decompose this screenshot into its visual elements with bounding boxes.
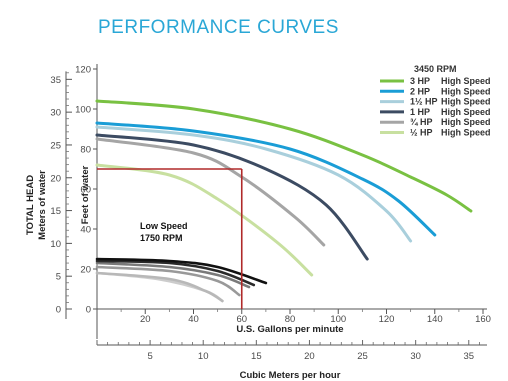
meters-tick-label: 15: [50, 206, 61, 217]
gpm-tick-label: 20: [140, 314, 151, 325]
low-speed-curve-1-hp: [95, 265, 241, 297]
legend-title: 3450 RPM: [414, 64, 457, 74]
curves: [95, 99, 473, 303]
m3h-tick-label: 35: [463, 351, 474, 362]
reference-lines: [97, 168, 243, 309]
gpm-tick-label: 40: [188, 314, 199, 325]
feet-tick-label: 60: [80, 185, 91, 196]
m3h-tick-label: 20: [304, 351, 315, 362]
high-speed-curve-3-hp: [95, 99, 473, 213]
gpm-tick-label: 120: [379, 314, 395, 325]
feet-tick-label: 20: [80, 265, 91, 276]
m3h-tick-label: 10: [198, 351, 209, 362]
legend-speed-label: High Speed: [441, 128, 491, 138]
meters-tick-label: 35: [50, 75, 61, 86]
high-speed-curve-1-hp: [95, 133, 369, 261]
high-speed-curve-1half-hp: [95, 125, 413, 243]
low-speed-label: Low Speed: [140, 221, 188, 231]
feet-tick-label: 80: [80, 145, 91, 156]
gpm-tick-label: 60: [236, 314, 247, 325]
meters-tick-label: 30: [50, 108, 61, 119]
axes: 0 20 40 60 80 100 120 0 5 10 15 20 25 30 35 20 40 60 80 100…: [50, 64, 491, 362]
feet-of-water-label: Feet of water: [80, 165, 91, 224]
legend-hp-label: ¾ HP: [410, 117, 433, 127]
low-speed-curve-three-quarter-hp: [95, 271, 224, 303]
legend-speed-label: High Speed: [441, 107, 491, 117]
legend-hp-label: 1 HP: [410, 107, 430, 117]
gpm-label: U.S. Gallons per minute: [236, 324, 343, 335]
gpm-tick-label: 160: [475, 314, 491, 325]
m3h-label: Cubic Meters per hour: [240, 370, 341, 381]
meters-tick-label: 25: [50, 140, 61, 151]
low-speed-curve-3-hp: [95, 257, 268, 285]
gpm-tick-label: 80: [285, 314, 296, 325]
meters-tick-label: 10: [50, 239, 61, 250]
legend-hp-label: ½ HP: [410, 128, 433, 138]
feet-tick-label: 0: [86, 305, 91, 316]
meters-tick-label: 20: [50, 173, 61, 184]
high-speed-curve-half-hp: [95, 163, 314, 277]
feet-tick-label: 40: [80, 225, 91, 236]
total-head-label: TOTAL HEAD: [25, 175, 36, 235]
chart-title: PERFORMANCE CURVES: [98, 17, 339, 38]
high-speed-curve-2-hp: [95, 121, 437, 237]
legend-speed-label: High Speed: [441, 97, 491, 107]
legend-speed-label: High Speed: [441, 86, 491, 96]
gpm-tick-label: 100: [330, 314, 346, 325]
meters-tick-label: 5: [56, 272, 61, 283]
legend-hp-label: 1½ HP: [410, 97, 438, 107]
gpm-tick-label: 140: [427, 314, 443, 325]
m3h-tick-label: 25: [357, 351, 368, 362]
meters-tick-label: 0: [56, 305, 61, 316]
m3h-tick-label: 15: [251, 351, 262, 362]
low-speed-curve-1half-hp: [95, 261, 251, 289]
low-speed-curve-2-hp: [95, 259, 256, 287]
legend-hp-label: 3 HP: [410, 76, 430, 86]
legend-speed-label: High Speed: [441, 117, 491, 127]
feet-tick-label: 100: [75, 105, 91, 116]
m3h-tick-label: 30: [410, 351, 421, 362]
m3h-tick-label: 5: [147, 351, 152, 362]
low-speed-rpm-label: 1750 RPM: [140, 233, 183, 243]
legend-speed-label: High Speed: [441, 76, 491, 86]
meters-of-water-label: Meters of water: [37, 170, 48, 240]
feet-tick-label: 120: [75, 65, 91, 76]
legend-hp-label: 2 HP: [410, 86, 430, 96]
